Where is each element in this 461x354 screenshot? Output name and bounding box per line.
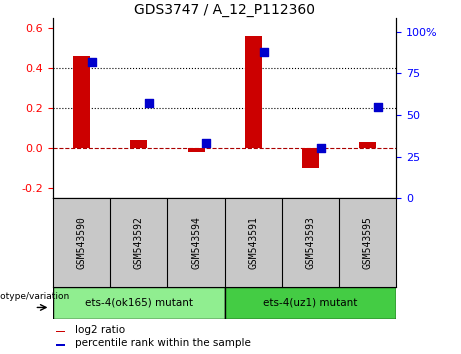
Text: ets-4(ok165) mutant: ets-4(ok165) mutant <box>85 298 193 308</box>
Point <box>203 141 210 146</box>
Bar <box>245 36 262 148</box>
Text: GSM543594: GSM543594 <box>191 216 201 269</box>
Point <box>374 104 382 109</box>
Point <box>146 101 153 106</box>
Text: genotype/variation: genotype/variation <box>0 292 70 301</box>
Text: GSM543592: GSM543592 <box>134 216 144 269</box>
Text: GSM543593: GSM543593 <box>306 216 316 269</box>
Text: ets-4(uz1) mutant: ets-4(uz1) mutant <box>263 298 358 308</box>
Point <box>260 49 267 55</box>
Text: log2 ratio: log2 ratio <box>75 325 125 335</box>
Bar <box>73 56 90 148</box>
Bar <box>56 344 65 346</box>
Bar <box>359 142 377 148</box>
Text: GSM543590: GSM543590 <box>77 216 87 269</box>
Bar <box>302 148 319 168</box>
Text: GSM543595: GSM543595 <box>363 216 373 269</box>
Title: GDS3747 / A_12_P112360: GDS3747 / A_12_P112360 <box>134 3 315 17</box>
Bar <box>225 287 396 319</box>
Point <box>88 59 95 64</box>
Point <box>317 145 325 151</box>
Text: GSM543591: GSM543591 <box>248 216 258 269</box>
Bar <box>188 148 205 152</box>
Text: percentile rank within the sample: percentile rank within the sample <box>75 338 251 348</box>
Bar <box>130 140 148 148</box>
Bar <box>56 331 65 332</box>
Bar <box>53 287 225 319</box>
